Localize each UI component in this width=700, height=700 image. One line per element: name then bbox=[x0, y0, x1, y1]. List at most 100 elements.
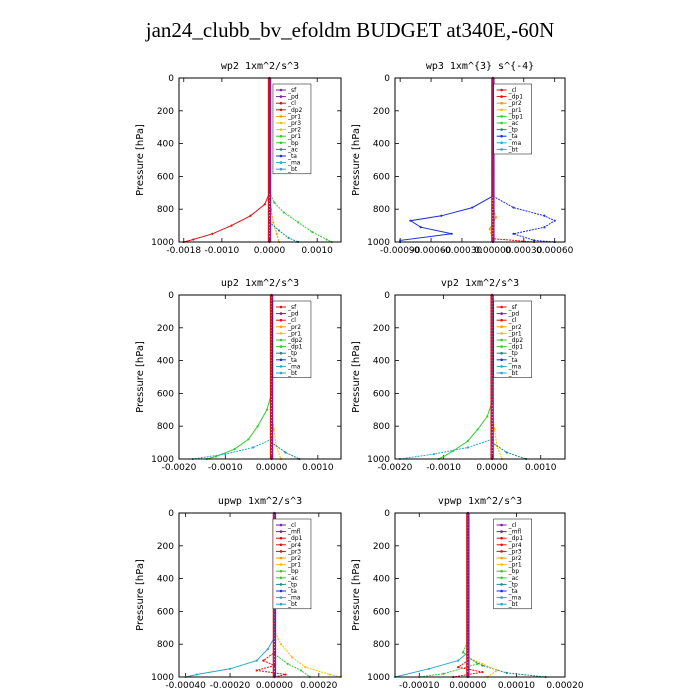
legend-box bbox=[493, 518, 532, 610]
legend-label: _bt bbox=[508, 601, 519, 608]
legend-marker bbox=[500, 596, 503, 599]
x-tick-label: 0.00020 bbox=[300, 681, 337, 691]
legend-marker bbox=[500, 141, 503, 145]
series-marker bbox=[427, 667, 431, 670]
series-line bbox=[399, 78, 494, 242]
legend-label: _pr4 bbox=[508, 542, 522, 549]
legend-marker bbox=[279, 338, 283, 342]
series-marker bbox=[466, 446, 469, 449]
legend-label: _ac bbox=[287, 575, 298, 582]
legend-marker bbox=[279, 530, 283, 533]
legend-marker bbox=[279, 563, 283, 566]
series-marker bbox=[505, 451, 508, 454]
y-tick-label: 800 bbox=[157, 205, 174, 215]
legend-marker bbox=[279, 325, 283, 329]
y-tick-label: 400 bbox=[373, 140, 390, 150]
x-tick-label: 0.0010 bbox=[525, 463, 557, 473]
legend-label: _pr2 bbox=[508, 555, 522, 562]
legend-marker bbox=[279, 550, 283, 553]
legend-label: _cl bbox=[287, 100, 296, 107]
series-marker bbox=[486, 415, 489, 418]
legend-marker bbox=[279, 596, 283, 599]
legend-label: _ma bbox=[287, 363, 301, 370]
legend-marker bbox=[279, 556, 283, 560]
y-tick-label: 800 bbox=[373, 422, 390, 432]
plot-frame bbox=[178, 512, 342, 678]
x-tick-label: -0.0010 bbox=[426, 463, 461, 473]
legend-marker bbox=[279, 128, 283, 131]
series-line bbox=[185, 513, 275, 678]
legend-marker bbox=[279, 371, 283, 375]
legend-marker bbox=[500, 550, 503, 553]
series-marker bbox=[273, 201, 276, 204]
x-tick-label: -0.00060 bbox=[411, 246, 452, 256]
legend-marker bbox=[500, 325, 503, 329]
legend-marker bbox=[500, 602, 503, 606]
series-marker bbox=[311, 231, 314, 234]
legend-label: _bt bbox=[287, 601, 298, 608]
legend-label: _tp bbox=[508, 127, 518, 134]
legend-label: _mfl bbox=[508, 529, 522, 536]
legend-marker bbox=[279, 536, 283, 540]
y-axis-title: Pressure [hPa] bbox=[351, 341, 362, 413]
legend-marker bbox=[500, 128, 503, 131]
series-marker bbox=[251, 446, 255, 449]
legend-marker bbox=[279, 332, 283, 335]
y-tick-label: 600 bbox=[373, 607, 390, 617]
legend-marker bbox=[279, 312, 283, 315]
y-tick-label: 1000 bbox=[367, 238, 390, 248]
legend-marker bbox=[279, 88, 283, 92]
x-tick-label: -0.0020 bbox=[162, 463, 197, 473]
series-line bbox=[192, 295, 273, 460]
y-tick-label: 200 bbox=[373, 324, 390, 334]
legend-label: _ma bbox=[287, 595, 301, 602]
series-marker bbox=[409, 219, 412, 222]
legend-label: _dp1 bbox=[287, 344, 303, 351]
legend-label: _bt bbox=[287, 166, 298, 173]
legend-label: _pr1 bbox=[287, 330, 301, 337]
panel-title: up2 1xm^2/s^3 bbox=[221, 278, 299, 289]
series-marker bbox=[471, 206, 474, 209]
series-marker bbox=[399, 239, 402, 242]
series-marker bbox=[543, 214, 546, 217]
legend-marker bbox=[500, 338, 503, 342]
legend-marker bbox=[500, 108, 503, 112]
panel-title: vp2 1xm^2/s^3 bbox=[441, 278, 519, 289]
y-tick-label: 0 bbox=[384, 74, 390, 84]
series-line bbox=[206, 295, 273, 460]
legend-marker bbox=[500, 332, 503, 335]
legend-marker bbox=[500, 101, 503, 105]
series-marker bbox=[450, 232, 453, 235]
series-marker bbox=[291, 656, 294, 659]
legend-label: _tp bbox=[508, 581, 518, 588]
x-tick-label: -0.0010 bbox=[205, 246, 240, 256]
series-marker bbox=[543, 226, 546, 229]
y-tick-label: 0 bbox=[384, 509, 390, 519]
legend-label: _dp1 bbox=[508, 344, 524, 351]
legend-marker bbox=[279, 95, 283, 98]
y-axis-title: Pressure [hPa] bbox=[351, 559, 362, 631]
y-axis-title: Pressure [hPa] bbox=[135, 124, 146, 196]
series-marker bbox=[286, 662, 289, 665]
legend-label: _dp1 bbox=[287, 535, 303, 542]
legend-label: _dp1 bbox=[508, 94, 524, 101]
plot-frame bbox=[394, 512, 566, 678]
series-marker bbox=[325, 238, 328, 241]
y-tick-label: 600 bbox=[157, 607, 174, 617]
legend-marker bbox=[500, 530, 503, 533]
series-marker bbox=[440, 214, 443, 217]
series-marker bbox=[228, 667, 232, 670]
y-tick-label: 400 bbox=[157, 140, 174, 150]
y-tick-label: 1000 bbox=[151, 673, 174, 683]
legend-label: _pr2 bbox=[287, 324, 301, 331]
y-tick-label: 800 bbox=[373, 205, 390, 215]
chart-panel-6: vpwp 1xm^2/s^3 Pressure [hPa] 0 200 400 600 80… bbox=[351, 496, 584, 691]
legend-marker bbox=[279, 602, 283, 606]
legend-label: _dp2 bbox=[287, 107, 303, 114]
legend-label: _pr1 bbox=[287, 133, 301, 140]
series-marker bbox=[282, 211, 285, 214]
series-marker bbox=[457, 659, 460, 662]
legend-label: _bp1 bbox=[508, 113, 524, 120]
series-marker bbox=[233, 448, 236, 451]
legend-label: _bp bbox=[287, 140, 299, 147]
